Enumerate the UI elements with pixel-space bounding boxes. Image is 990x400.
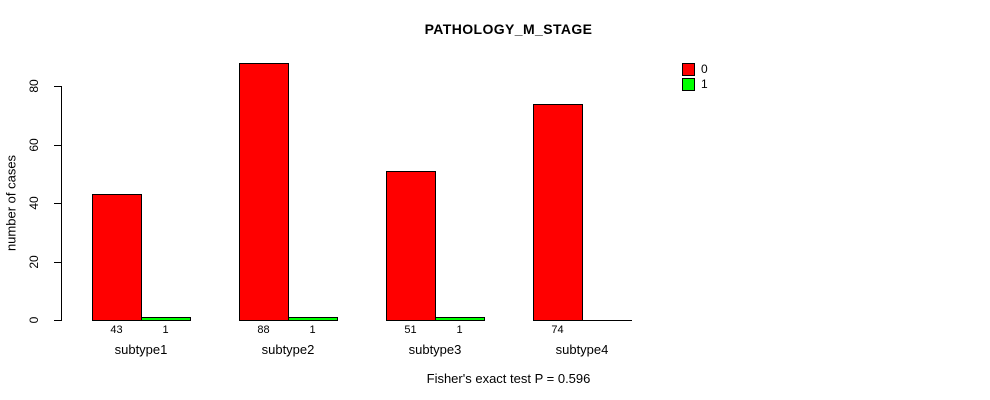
y-tick-label: 20 bbox=[27, 254, 41, 269]
y-tick bbox=[54, 320, 62, 321]
y-tick-label: 40 bbox=[27, 196, 41, 210]
bar-value-label: 43 bbox=[110, 324, 123, 336]
x-category-label: subtype2 bbox=[261, 342, 315, 357]
bar-series-1 bbox=[141, 317, 191, 321]
bar-series-1 bbox=[288, 317, 338, 321]
y-tick-label: 80 bbox=[27, 79, 41, 93]
y-tick bbox=[54, 86, 62, 87]
legend-item: 0 bbox=[682, 62, 708, 77]
bar-value-label: 51 bbox=[404, 324, 417, 336]
chart-title: PATHOLOGY_M_STAGE bbox=[424, 21, 593, 37]
x-category-label: subtype1 bbox=[114, 342, 168, 357]
stat-annotation: Fisher's exact test P = 0.596 bbox=[426, 371, 591, 386]
bar-series-1-zero bbox=[582, 320, 632, 321]
bar-series-0 bbox=[239, 63, 289, 321]
legend-swatch-icon bbox=[682, 63, 695, 76]
y-tick bbox=[54, 261, 62, 263]
legend-label: 1 bbox=[701, 77, 708, 91]
bar-series-1 bbox=[435, 317, 485, 321]
legend-item: 1 bbox=[682, 77, 708, 92]
x-category-label: subtype3 bbox=[408, 342, 462, 357]
bar-value-label: 74 bbox=[551, 324, 564, 336]
bar-series-0 bbox=[92, 194, 142, 321]
bar-series-0 bbox=[386, 171, 436, 321]
legend-label: 0 bbox=[701, 62, 708, 76]
bar-value-label: 88 bbox=[257, 324, 270, 336]
y-tick bbox=[54, 203, 62, 204]
legend-swatch-icon bbox=[682, 78, 695, 91]
x-category-label: subtype4 bbox=[555, 342, 609, 357]
bar-value-label: 1 bbox=[162, 324, 169, 336]
bar-series-0 bbox=[533, 104, 583, 321]
y-tick bbox=[54, 144, 62, 146]
y-tick-label: 0 bbox=[27, 316, 41, 324]
y-tick-label: 60 bbox=[27, 137, 41, 152]
bar-value-label: 1 bbox=[309, 324, 316, 336]
bar-value-label: 1 bbox=[456, 324, 463, 336]
